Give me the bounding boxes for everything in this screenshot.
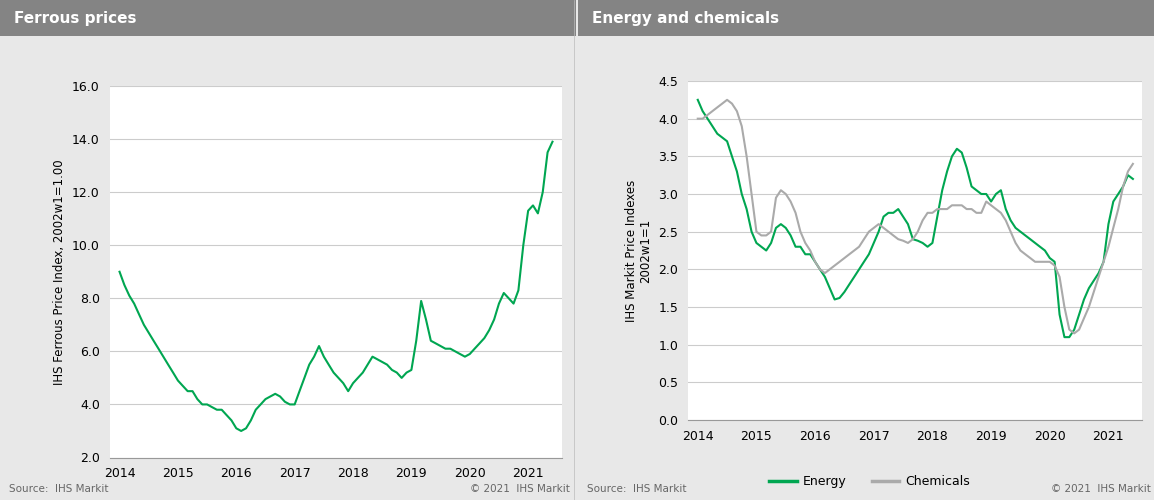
Text: © 2021  IHS Markit: © 2021 IHS Markit — [470, 484, 570, 494]
Chemicals — [691, 116, 705, 121]
Chemicals — [1072, 326, 1086, 332]
Energy — [1052, 312, 1066, 318]
Chemicals — [1116, 184, 1130, 190]
Y-axis label: IHS Markit Price Indexes
2002w1=1: IHS Markit Price Indexes 2002w1=1 — [624, 180, 652, 322]
Chemicals — [755, 232, 769, 238]
Energy — [1111, 191, 1125, 197]
Text: Ferrous prices: Ferrous prices — [14, 10, 136, 26]
Text: © 2021  IHS Markit: © 2021 IHS Markit — [1050, 484, 1151, 494]
Line: Energy: Energy — [698, 100, 1133, 337]
Energy — [1057, 334, 1071, 340]
Chemicals — [1057, 304, 1071, 310]
Chemicals — [827, 262, 841, 268]
Energy — [823, 285, 837, 291]
Chemicals — [1067, 330, 1081, 336]
Energy — [1067, 326, 1081, 332]
Chemicals — [999, 218, 1013, 224]
Chemicals — [1126, 161, 1140, 167]
Energy — [749, 240, 763, 246]
Text: Source:  IHS Markit: Source: IHS Markit — [9, 484, 108, 494]
Energy — [994, 187, 1007, 193]
Text: Source:  IHS Markit: Source: IHS Markit — [587, 484, 687, 494]
Y-axis label: IHS Ferrous Price Index, 2002w1=1.00: IHS Ferrous Price Index, 2002w1=1.00 — [53, 159, 67, 384]
Text: Energy and chemicals: Energy and chemicals — [592, 10, 779, 26]
Energy — [1126, 176, 1140, 182]
Chemicals — [720, 97, 734, 103]
Line: Chemicals: Chemicals — [698, 100, 1133, 334]
Energy — [691, 97, 705, 103]
Legend: Energy, Chemicals: Energy, Chemicals — [764, 470, 975, 494]
